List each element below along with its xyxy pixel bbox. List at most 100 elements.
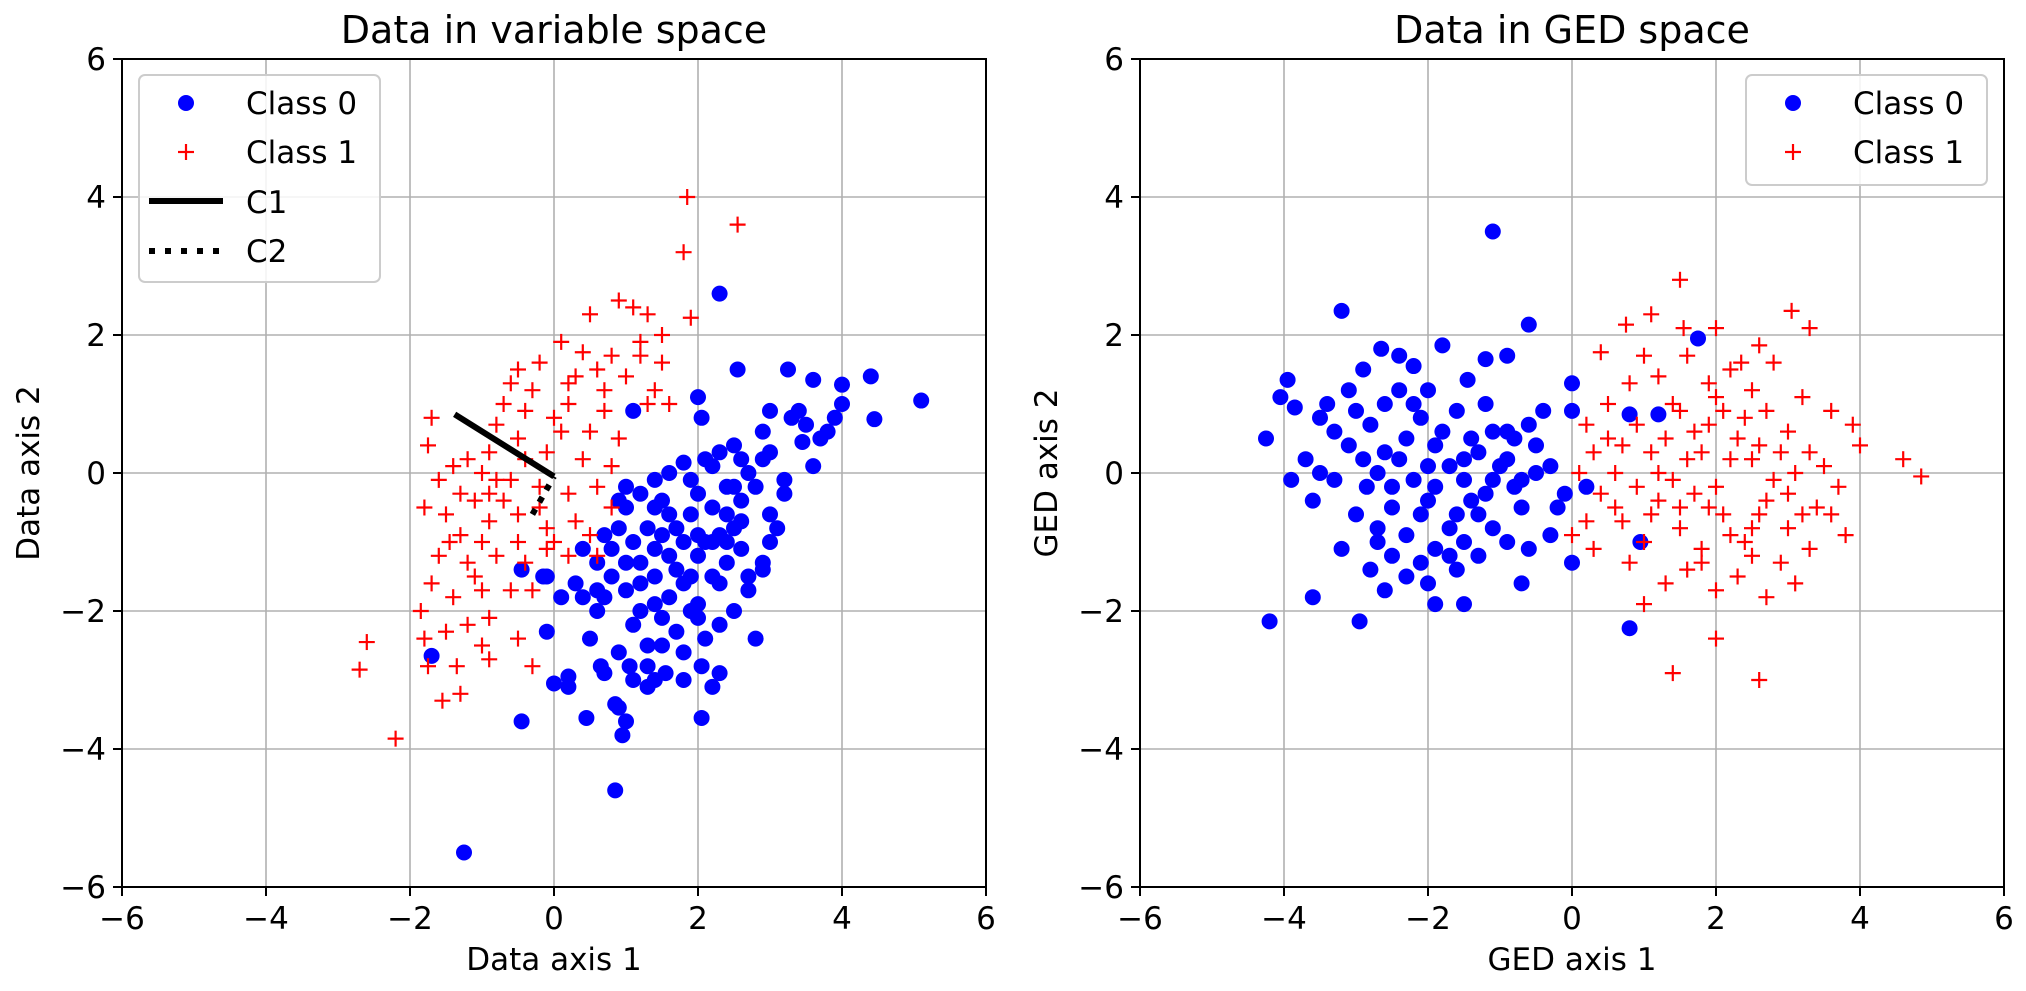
right-class0-point [1420, 382, 1436, 399]
left-class0-point [762, 534, 778, 550]
left-class0-point [682, 506, 699, 523]
left-class0-point [603, 568, 620, 585]
right-class0-point [1420, 575, 1436, 592]
right-class1-point [1722, 527, 1739, 544]
right-class0-point [1542, 458, 1559, 475]
right-class1-point [1600, 430, 1616, 447]
left-class1-point [546, 534, 562, 550]
right-class0-point [1358, 478, 1375, 495]
right-class1-point [1715, 402, 1732, 419]
right-legend-class0-label: Class 0 [1853, 86, 1964, 122]
right-class0-point [1441, 547, 1458, 564]
left-class0-point [754, 423, 771, 440]
right-class1-point [1664, 471, 1681, 488]
left-class0-point [513, 561, 530, 578]
right-class1-point [1621, 375, 1638, 392]
right-class1-point [1844, 416, 1861, 433]
right-class0-point [1434, 337, 1451, 354]
left-class1-point [510, 630, 526, 647]
left-class1-point [358, 634, 375, 651]
right-class1-point [1744, 451, 1760, 468]
right-class0-point [1528, 437, 1544, 454]
left-class0-point [646, 540, 663, 557]
left-class0-point [589, 603, 606, 619]
left-class1-point [538, 520, 555, 537]
right-class0-point [1564, 554, 1580, 571]
right-class0-point [1427, 437, 1444, 454]
right-class0-point [1564, 402, 1580, 419]
right-class1-point [1679, 451, 1696, 468]
right-class1-point [1686, 485, 1703, 502]
left-class0-point [690, 596, 706, 613]
left-class0-point [625, 616, 642, 633]
left-class1-point [632, 347, 649, 364]
left-class0-point [697, 630, 714, 647]
right-class1-point [1744, 520, 1760, 537]
left-class1-point [553, 333, 570, 350]
right-class1-point [1787, 465, 1804, 481]
left-class0-point [610, 644, 627, 661]
right-class1-point [1736, 409, 1753, 426]
right-class1-point [1686, 423, 1703, 440]
right-class0-point [1333, 302, 1350, 319]
left-class0-point [639, 637, 656, 654]
left-class0-point [654, 609, 670, 626]
right-class1-point [1643, 506, 1660, 523]
right-class0-point [1456, 596, 1472, 613]
right-class1-point [1733, 354, 1750, 371]
right-class0-point [1650, 406, 1667, 423]
left-class1-point [632, 333, 649, 350]
right-class0-point [1261, 613, 1278, 630]
left-class0-point [668, 520, 685, 537]
right-class1-point [1801, 540, 1818, 557]
left-class1-point [434, 692, 451, 709]
right-class0-point [1319, 396, 1336, 412]
right-class0-point [1384, 499, 1400, 516]
left-y-tick-label: 0 [86, 456, 106, 492]
right-class0-point [1420, 458, 1436, 475]
right-class0-point [1355, 451, 1372, 468]
left-class1-point [574, 344, 591, 361]
left-class0-point [574, 589, 591, 606]
left-y-tick-label: 2 [86, 318, 106, 354]
right-class1-point [1729, 568, 1746, 585]
right-class0-point [1297, 451, 1314, 468]
left-class0-point [776, 471, 793, 488]
right-y-tick-label: −6 [1078, 870, 1124, 906]
right-class0-point [1355, 361, 1372, 378]
left-x-tick-label: −4 [243, 901, 289, 937]
left-legend-class1-marker [178, 144, 194, 160]
right-class1-point [1787, 575, 1804, 592]
left-class0-point [646, 596, 663, 613]
right-class1-point [1744, 547, 1760, 564]
left-class0-point [567, 575, 584, 592]
right-class1-point [1650, 368, 1667, 385]
left-class0-point [693, 409, 710, 426]
left-class1-point [675, 244, 692, 261]
right-class0-point [1369, 520, 1386, 537]
left-class0-point [456, 844, 472, 861]
left-class0-point [733, 451, 750, 468]
left-class0-point [625, 534, 642, 550]
right-class0-point [1528, 465, 1544, 481]
left-class0-point [538, 623, 555, 640]
left-class1-point [589, 361, 606, 378]
right-class0-point [1376, 444, 1393, 461]
right-class1-point [1765, 471, 1782, 488]
left-class1-point [531, 354, 548, 371]
left-chart-title: Data in variable space [341, 8, 767, 52]
left-class1-point [466, 568, 483, 585]
left-class0-point [740, 582, 757, 599]
right-x-tick-label: −4 [1261, 901, 1307, 937]
left-class0-point [625, 672, 642, 688]
left-class1-point [502, 471, 519, 488]
left-class1-point [567, 513, 584, 530]
left-class1-point [510, 506, 526, 523]
right-legend: Class 0 Class 1 [1745, 74, 1988, 186]
right-class0-point [1499, 534, 1516, 550]
left-x-tick-label: 0 [544, 901, 564, 937]
right-class0-point [1470, 547, 1487, 564]
left-class1-point [416, 499, 433, 516]
left-legend-c2-label: C2 [246, 234, 287, 270]
right-class1-point [1700, 375, 1717, 392]
